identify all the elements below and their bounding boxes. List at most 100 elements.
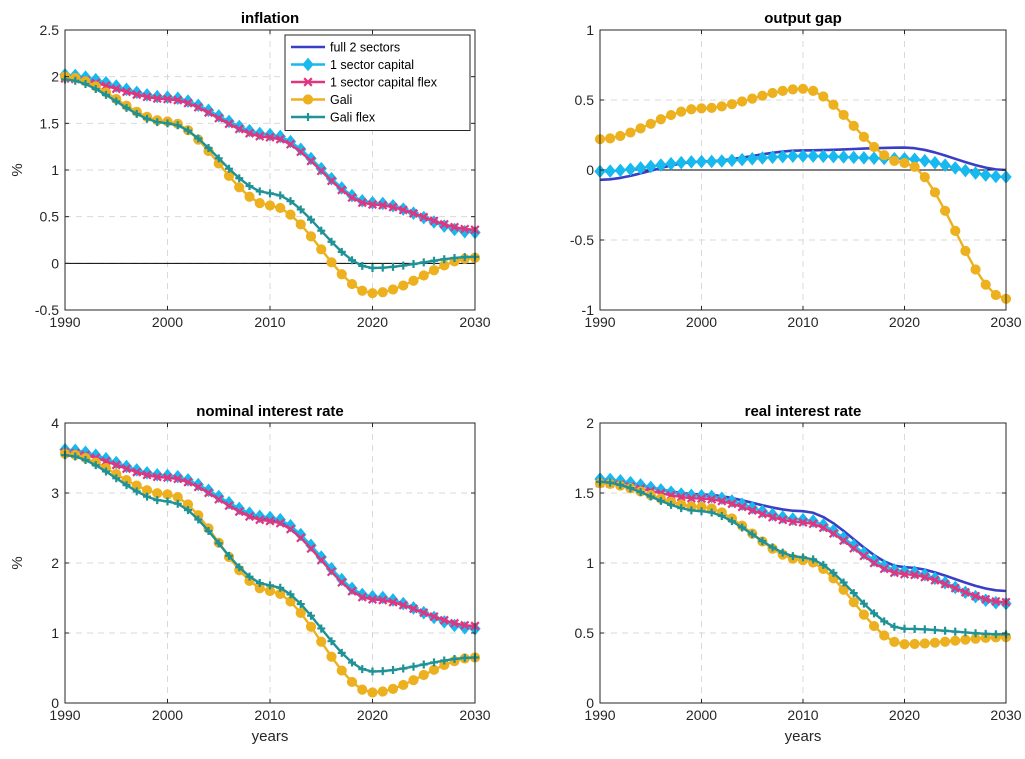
data-point [305, 231, 317, 242]
data-point [430, 658, 438, 667]
data-point [696, 103, 707, 114]
data-point [347, 192, 357, 203]
data-point [428, 664, 440, 675]
data-point [981, 629, 990, 638]
x-tick-label: 2020 [889, 707, 920, 723]
data-point [389, 666, 397, 675]
data-point [859, 551, 869, 561]
data-point [377, 686, 388, 697]
data-point [326, 257, 337, 268]
data-point [808, 519, 818, 529]
data-point [306, 544, 316, 554]
data-point [408, 675, 419, 686]
data-point [738, 523, 747, 532]
data-point [889, 568, 899, 578]
data-point [900, 624, 909, 633]
x-tick-label: 2000 [686, 707, 717, 723]
data-point [244, 511, 255, 522]
legend: full 2 sectors 1 sector capital 1 sector c… [284, 34, 471, 131]
y-tick-label: -0.5 [35, 302, 59, 318]
data-point [305, 538, 317, 553]
data-point [419, 660, 428, 669]
data-point [387, 683, 399, 694]
x-axis-label: years [252, 728, 289, 745]
data-point [878, 559, 890, 573]
chart-title: real interest rate [745, 403, 862, 420]
data-point [606, 478, 615, 487]
y-tick-label: 0.5 [575, 625, 595, 641]
data-point [797, 83, 809, 94]
data-point [173, 499, 182, 508]
data-point [818, 523, 828, 533]
data-point [286, 590, 295, 599]
x-tick-label: 1990 [49, 707, 80, 723]
x-tick-label: 2030 [990, 707, 1021, 723]
series-galiflex [61, 75, 479, 272]
data-point [787, 84, 798, 95]
data-point [858, 609, 870, 620]
data-point [214, 539, 223, 548]
data-point [726, 494, 738, 508]
data-point [337, 577, 347, 588]
data-point [951, 627, 960, 636]
y-axis-label: % [9, 163, 26, 176]
data-point [980, 168, 992, 182]
data-point [235, 563, 244, 572]
data-point [879, 630, 890, 641]
data-point [409, 662, 418, 671]
data-point [991, 630, 1000, 639]
data-point [317, 624, 326, 633]
data-point [295, 527, 307, 542]
data-point [91, 84, 100, 93]
data-point [337, 185, 347, 195]
data-point [828, 99, 839, 110]
data-point [326, 567, 337, 577]
data-point [655, 114, 667, 125]
data-point [418, 669, 429, 681]
y-tick-label: -0.5 [570, 232, 594, 248]
data-point [930, 575, 940, 585]
data-point [102, 90, 110, 99]
data-point [337, 648, 346, 657]
chart-title: output gap [764, 10, 841, 27]
data-point [746, 152, 758, 166]
data-point [204, 526, 213, 535]
data-point [736, 497, 748, 511]
y-tick-label: 1 [51, 625, 59, 641]
data-point [234, 507, 244, 517]
data-point [929, 187, 941, 198]
data-point [204, 143, 213, 152]
data-point [357, 592, 367, 602]
legend-entry-full: full 2 sectors [291, 41, 400, 55]
series-cap [594, 149, 1012, 184]
subplot-3: 1990 2000 2010 2020 2030 0 1 2 3 4 nominal interes… [9, 403, 491, 745]
data-point [634, 161, 647, 175]
data-point [859, 599, 868, 608]
data-point [285, 524, 296, 534]
data-point [224, 501, 234, 511]
data-point [939, 158, 951, 172]
data-point [736, 152, 748, 167]
data-point [296, 205, 305, 214]
data-point [970, 591, 981, 601]
data-point [889, 155, 900, 167]
x-tick-label: 1990 [584, 707, 615, 723]
data-point [254, 198, 265, 209]
data-point [276, 191, 285, 200]
data-point [920, 572, 930, 582]
data-point [336, 269, 347, 280]
y-tick-label: 2 [51, 69, 59, 85]
data-point [767, 87, 778, 99]
data-point [398, 679, 409, 691]
data-point [162, 473, 173, 483]
legend-entry-galiflex: Gali flex [291, 111, 376, 125]
series-capflex [60, 73, 480, 235]
data-point [153, 118, 162, 127]
data-point [990, 289, 1001, 301]
data-point [748, 530, 757, 539]
data-point [378, 595, 388, 605]
data-point [726, 153, 738, 168]
data-point [235, 174, 244, 183]
data-point [940, 205, 951, 216]
